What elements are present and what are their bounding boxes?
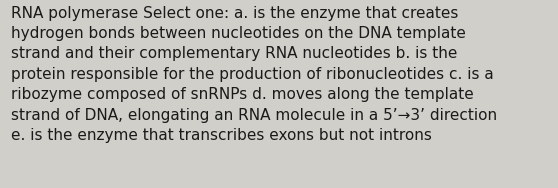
Text: RNA polymerase Select one: a. is the enzyme that creates
hydrogen bonds between : RNA polymerase Select one: a. is the enz…	[11, 6, 497, 143]
